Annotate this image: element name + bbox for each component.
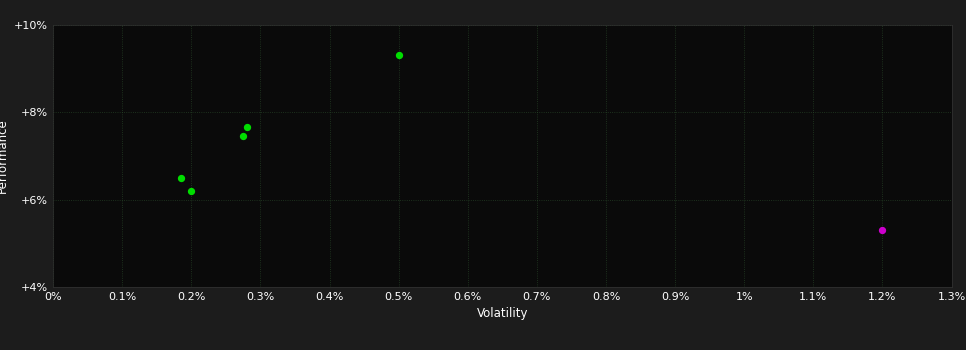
Point xyxy=(236,133,251,139)
Point xyxy=(184,188,199,194)
X-axis label: Volatility: Volatility xyxy=(476,307,528,320)
Point xyxy=(173,175,188,181)
Point xyxy=(391,52,407,58)
Y-axis label: Performance: Performance xyxy=(0,118,9,193)
Point xyxy=(239,125,254,130)
Point xyxy=(874,228,890,233)
